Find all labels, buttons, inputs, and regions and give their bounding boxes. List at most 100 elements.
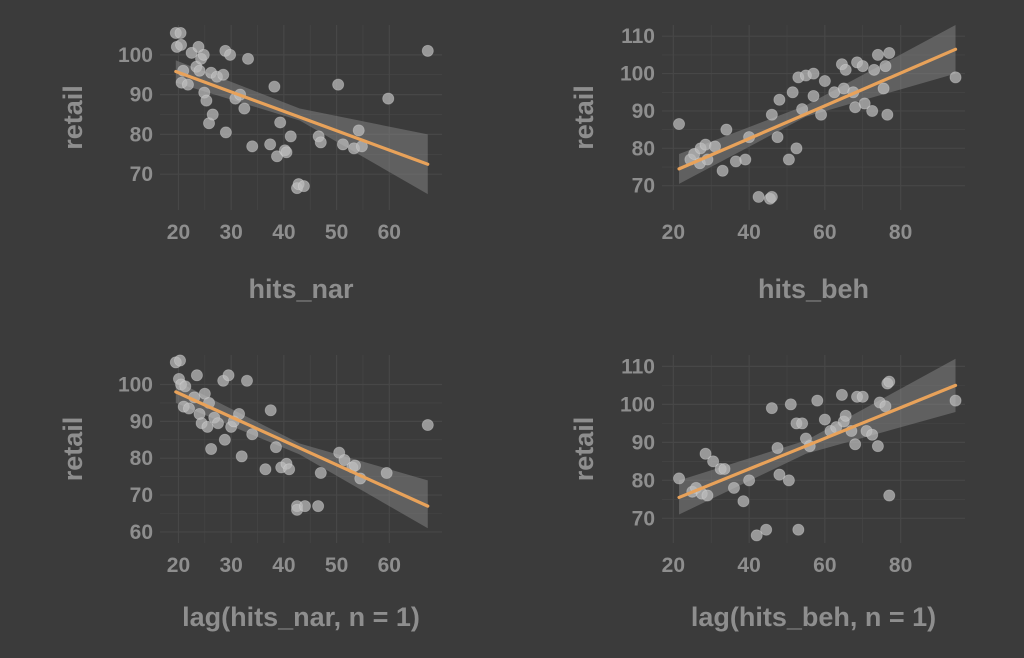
- data-point: [280, 146, 293, 159]
- data-point: [421, 44, 434, 57]
- data-point: [856, 60, 869, 73]
- data-point: [312, 500, 325, 513]
- data-point: [338, 454, 351, 467]
- data-point: [818, 413, 831, 426]
- data-point: [197, 48, 210, 61]
- data-point: [716, 164, 729, 177]
- data-point: [752, 190, 765, 203]
- y-tick-label: 70: [130, 163, 153, 186]
- y-tick-label: 80: [130, 447, 153, 470]
- data-point: [242, 52, 255, 65]
- data-point: [796, 417, 809, 430]
- x-axis-title: lag(hits_beh, n = 1): [691, 602, 936, 632]
- data-point: [949, 71, 962, 84]
- regression-line: [677, 383, 958, 500]
- y-tick-label: 100: [620, 393, 655, 416]
- data-point: [773, 468, 786, 481]
- panel-3: 20 30 40 50 60 60 70 80 90 100 lag(hits_nar, n = 1…: [58, 354, 442, 632]
- x-axis-title: hits_nar: [248, 274, 354, 304]
- x-tick-label: 60: [813, 554, 836, 577]
- data-point: [879, 400, 892, 413]
- data-point: [765, 190, 778, 203]
- data-point: [877, 82, 890, 95]
- data-point: [866, 428, 879, 441]
- data-point: [246, 428, 259, 441]
- y-tick-label: 90: [632, 100, 655, 123]
- y-tick-label: 90: [130, 84, 153, 107]
- data-point: [182, 402, 195, 415]
- data-point: [807, 67, 820, 80]
- data-point: [205, 442, 218, 455]
- panel-2: 20 40 60 80 70 80 90 100 110 hits_beh retail: [569, 25, 965, 304]
- y-tick-label: 80: [632, 469, 655, 492]
- data-point: [849, 438, 862, 451]
- y-tick-label: 90: [632, 431, 655, 454]
- regression-line: [174, 390, 430, 508]
- data-point: [314, 466, 327, 479]
- y-tick-label: 70: [632, 175, 655, 198]
- data-point: [217, 68, 230, 81]
- data-point: [949, 394, 962, 407]
- data-point: [264, 138, 277, 151]
- x-tick-label: 40: [272, 554, 295, 577]
- data-point: [219, 126, 232, 139]
- confidence-band: [679, 25, 956, 184]
- data-point: [739, 153, 752, 166]
- y-tick-label: 70: [130, 484, 153, 507]
- x-tick-label: 30: [219, 221, 242, 244]
- data-point: [206, 108, 219, 121]
- x-tick-label: 50: [325, 221, 348, 244]
- data-point: [298, 500, 311, 513]
- data-point: [839, 409, 852, 422]
- data-point: [743, 474, 756, 487]
- y-tick-label: 100: [118, 373, 153, 396]
- data-point: [866, 104, 879, 117]
- data-point: [181, 78, 194, 91]
- data-point: [246, 140, 259, 153]
- x-tick-label: 80: [889, 554, 912, 577]
- data-point: [879, 60, 892, 73]
- y-tick-label: 60: [130, 521, 153, 544]
- x-tick-label: 80: [889, 221, 912, 244]
- data-point: [883, 489, 896, 502]
- data-point: [336, 138, 349, 151]
- x-tick-label: 20: [167, 554, 190, 577]
- data-point: [175, 38, 188, 51]
- data-point: [218, 433, 231, 446]
- data-point: [238, 102, 251, 115]
- data-point: [871, 48, 884, 61]
- y-axis-title: retail: [569, 417, 599, 482]
- confidence-band: [679, 358, 956, 515]
- data-point: [673, 118, 686, 131]
- panel-1: 20 30 40 50 60 70 80 90 100 hits_nar retail: [58, 25, 442, 304]
- data-point: [760, 523, 773, 536]
- data-point: [718, 462, 731, 475]
- x-axis-title: hits_beh: [758, 274, 869, 304]
- x-tick-label: 60: [378, 554, 401, 577]
- data-point: [297, 180, 310, 193]
- x-tick-label: 20: [662, 221, 685, 244]
- data-point: [818, 75, 831, 88]
- y-tick-label: 110: [621, 25, 655, 48]
- x-axis-title: lag(hits_nar, n = 1): [182, 602, 420, 632]
- data-point: [179, 380, 192, 393]
- y-tick-label: 80: [632, 137, 655, 160]
- y-tick-label: 90: [130, 410, 153, 433]
- data-point: [268, 80, 281, 93]
- data-point: [856, 390, 869, 403]
- data-point: [807, 90, 820, 103]
- data-point: [380, 466, 393, 479]
- y-axis-title: retail: [58, 85, 88, 150]
- data-point: [349, 459, 362, 472]
- regression-line: [677, 47, 958, 171]
- data-point: [727, 481, 740, 494]
- x-tick-label: 20: [662, 554, 685, 577]
- data-point: [174, 354, 187, 367]
- x-tick-label: 40: [737, 221, 760, 244]
- x-tick-label: 40: [737, 554, 760, 577]
- y-tick-label: 80: [130, 123, 153, 146]
- data-point: [773, 93, 786, 106]
- data-point: [211, 417, 224, 430]
- data-point: [786, 86, 799, 99]
- data-point: [701, 489, 714, 502]
